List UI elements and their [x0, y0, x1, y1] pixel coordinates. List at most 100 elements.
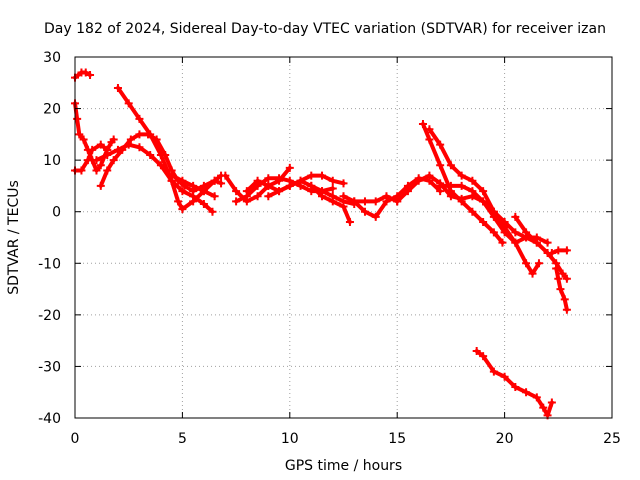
data-point — [210, 192, 219, 201]
data-point — [77, 166, 86, 175]
data-point — [328, 184, 337, 193]
data-point — [532, 393, 541, 402]
data-point — [528, 269, 537, 278]
data-point — [472, 346, 481, 355]
data-point — [135, 114, 144, 123]
y-tick-label: -40 — [38, 411, 61, 427]
data-point — [393, 197, 402, 206]
data-point — [425, 125, 434, 134]
data-point — [113, 83, 122, 92]
data-point — [498, 238, 507, 247]
data-point — [511, 228, 520, 237]
data-point — [371, 212, 380, 221]
data-point — [547, 248, 556, 257]
series-trace — [116, 85, 224, 212]
data-point — [96, 181, 105, 190]
data-point — [232, 187, 241, 196]
data-point — [532, 238, 541, 247]
data-point — [88, 145, 97, 154]
data-point — [556, 285, 565, 294]
x-axis-label: GPS time / hours — [285, 458, 402, 474]
data-point — [479, 187, 488, 196]
data-point — [92, 166, 101, 175]
data-point — [264, 192, 273, 201]
series-arc-u — [552, 264, 571, 314]
data-point — [457, 197, 466, 206]
data-point — [217, 179, 226, 188]
series-arc-l — [307, 181, 354, 227]
data-point — [328, 197, 337, 206]
series-arc-s — [511, 212, 571, 283]
series-arc-f — [92, 140, 217, 216]
x-tick-label: 5 — [178, 431, 187, 447]
data-point — [285, 163, 294, 172]
data-point — [345, 218, 354, 227]
data-point — [242, 187, 251, 196]
data-point — [479, 218, 488, 227]
data-point — [83, 156, 92, 165]
data-point — [436, 181, 445, 190]
data-point — [562, 305, 571, 314]
data-point — [360, 197, 369, 206]
data-point — [124, 99, 133, 108]
data-point — [418, 120, 427, 129]
data-point — [81, 68, 90, 77]
data-point — [307, 171, 316, 180]
ticks: 0 5 10 15 20 25 -40 -30 -20 -10 0 10 20 30 — [38, 50, 621, 447]
data-point — [457, 171, 466, 180]
data-point — [522, 228, 531, 237]
y-tick-label: -30 — [38, 359, 61, 375]
data-point — [479, 352, 488, 361]
data-point — [264, 181, 273, 190]
data-point — [360, 207, 369, 216]
data-point — [350, 197, 359, 206]
data-point — [232, 197, 241, 206]
data-point — [264, 174, 273, 183]
x-tick-label: 0 — [71, 431, 80, 447]
data-point — [92, 156, 101, 165]
data-point — [414, 176, 423, 185]
data-point — [221, 171, 230, 180]
y-tick-label: -10 — [38, 256, 61, 272]
data-point — [543, 238, 552, 247]
series-arc-v — [472, 346, 556, 420]
data-point — [189, 192, 198, 201]
data-point — [328, 176, 337, 185]
series-layer — [71, 68, 571, 420]
data-point — [174, 197, 183, 206]
data-point — [511, 212, 520, 221]
data-point — [539, 403, 548, 412]
data-point — [552, 264, 561, 273]
data-point — [199, 199, 208, 208]
data-point — [382, 197, 391, 206]
x-tick-label: 15 — [388, 431, 406, 447]
data-point — [436, 140, 445, 149]
data-point — [124, 140, 133, 149]
data-point — [307, 181, 316, 190]
data-point — [79, 135, 88, 144]
series-trace — [427, 127, 541, 276]
data-point — [167, 171, 176, 180]
data-point — [560, 295, 569, 304]
series-trace — [474, 349, 554, 418]
y-tick-label: 20 — [43, 102, 61, 118]
data-point — [86, 71, 95, 80]
data-point — [468, 207, 477, 216]
data-point — [511, 383, 520, 392]
data-point — [500, 228, 509, 237]
y-tick-label: 10 — [43, 153, 61, 169]
data-point — [318, 171, 327, 180]
data-point — [178, 187, 187, 196]
data-point — [146, 150, 155, 159]
data-point — [275, 174, 284, 183]
data-point — [534, 259, 543, 268]
data-point — [275, 187, 284, 196]
data-point — [403, 187, 412, 196]
data-point — [436, 161, 445, 170]
data-point — [479, 197, 488, 206]
data-point — [178, 205, 187, 214]
data-point — [371, 197, 380, 206]
chart-title: Day 182 of 2024, Sidereal Day-to-day VTE… — [44, 21, 606, 37]
data-point — [156, 150, 165, 159]
